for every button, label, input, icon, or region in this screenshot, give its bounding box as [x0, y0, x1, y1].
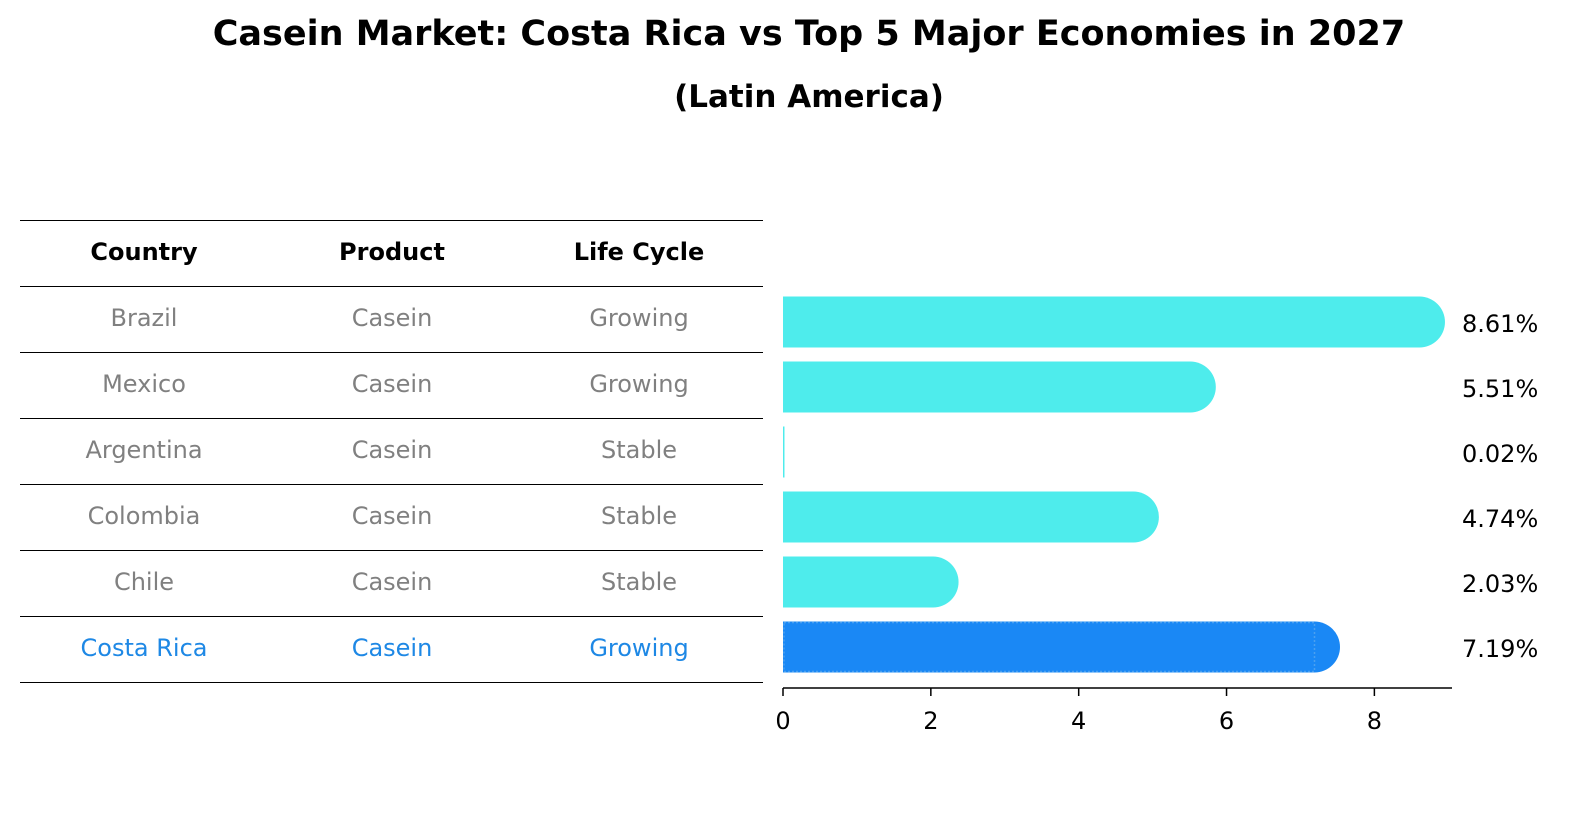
x-tick-label: 8 [1367, 707, 1382, 735]
table-rule [20, 484, 763, 485]
table-rule [20, 286, 763, 287]
bar [783, 426, 785, 478]
cell-product: Casein [351, 502, 433, 530]
bar-cap [1393, 296, 1445, 348]
chart-subtitle: (Latin America) [674, 79, 944, 115]
cell-product: Casein [351, 370, 433, 398]
cell-product-highlight: Casein [351, 634, 433, 662]
bar-value-label: 8.61% [1462, 310, 1538, 338]
table-rule [20, 352, 763, 353]
cell-life-cycle: Growing [589, 304, 689, 332]
header-life-cycle: Life Cycle [573, 238, 705, 266]
bar-body [783, 621, 1315, 673]
cell-country-highlight: Costa Rica [80, 634, 208, 662]
x-tick-label: 2 [923, 707, 938, 735]
cell-life-cycle: Stable [600, 502, 678, 530]
bar-body [783, 296, 1420, 348]
bar-body [783, 491, 1134, 543]
table-rule [20, 220, 763, 221]
bar-highlight [783, 621, 1341, 673]
cell-life-cycle: Stable [600, 568, 678, 596]
bar-cap [1164, 361, 1216, 413]
table-rule [20, 616, 763, 617]
header-country: Country [90, 238, 198, 266]
bar-value-label: 5.51% [1462, 375, 1538, 403]
cell-life-cycle: Stable [600, 436, 678, 464]
bar-value-label: 2.03% [1462, 570, 1538, 598]
cell-life-cycle-highlight: Growing [589, 634, 689, 662]
x-tick-label: 6 [1219, 707, 1234, 735]
bar-cap [1289, 621, 1341, 673]
bar [783, 361, 1216, 413]
cell-country: Brazil [110, 304, 178, 332]
bar-body [783, 361, 1191, 413]
cell-product: Casein [351, 568, 433, 596]
bar [783, 556, 959, 608]
bar [783, 296, 1445, 348]
cell-country: Chile [113, 568, 175, 596]
cell-country: Colombia [87, 502, 201, 530]
bar-body [783, 426, 785, 478]
x-tick-label: 0 [775, 707, 790, 735]
cell-life-cycle: Growing [589, 370, 689, 398]
bar [783, 491, 1159, 543]
bar-value-label: 4.74% [1462, 505, 1538, 533]
chart-title: Casein Market: Costa Rica vs Top 5 Major… [212, 14, 1406, 54]
cell-country: Argentina [85, 436, 203, 464]
cell-product: Casein [351, 436, 433, 464]
bar-value-label: 0.02% [1462, 440, 1538, 468]
header-product: Product [339, 238, 445, 266]
table-rule [20, 550, 763, 551]
table-rule [20, 682, 763, 683]
bar-cap [907, 556, 959, 608]
cell-country: Mexico [102, 370, 186, 398]
x-tick-label: 4 [1071, 707, 1086, 735]
cell-product: Casein [351, 304, 433, 332]
table-rule [20, 418, 763, 419]
bar-highlight-outline [783, 621, 1316, 673]
bar-value-label: 7.19% [1462, 635, 1538, 663]
bar-cap [1107, 491, 1159, 543]
